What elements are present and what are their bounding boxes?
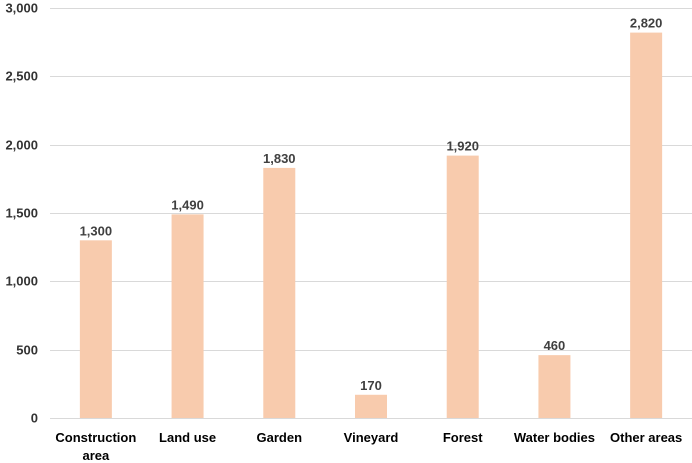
y-tick-label: 1,000 [5,274,38,289]
x-tick-label-line: Construction [55,430,136,445]
x-tick-label-line: Land use [159,430,216,445]
x-tick-label: Garden [257,430,303,445]
bar [538,355,571,418]
y-tick-label: 500 [16,343,38,358]
data-label: 1,490 [171,197,204,212]
x-axis-ticks: Construction area Land use Garden Vineyard Fo… [55,430,682,463]
bar [446,155,479,418]
bar [630,32,663,418]
x-tick-label: Land use [159,430,216,445]
data-label: 460 [544,338,566,353]
gridlines [50,8,692,419]
data-label: 1,830 [263,151,296,166]
x-tick-label-line: Garden [257,430,303,445]
x-tick-label: Forest [443,430,483,445]
x-tick-label-line: Vineyard [344,430,399,445]
bars [79,32,663,418]
x-tick-label: Water bodies [514,430,595,445]
y-tick-label: 1,500 [5,206,38,221]
y-tick-label: 3,000 [5,1,38,16]
data-label: 1,300 [80,223,113,238]
y-tick-label: 2,000 [5,138,38,153]
bar [79,240,112,418]
data-label: 2,820 [630,16,663,31]
data-label: 1,920 [446,139,479,154]
x-tick-label: Construction area [55,430,136,463]
bar [263,167,296,418]
y-tick-label: 0 [31,411,38,426]
x-tick-label-line: area [82,448,110,463]
bar [355,394,387,418]
x-tick-label-line: Water bodies [514,430,595,445]
y-axis-ticks: 0 500 1,000 1,500 2,000 2,500 3,000 [5,1,38,426]
bar [171,214,204,418]
data-label: 170 [360,378,382,393]
x-tick-label-line: Forest [443,430,483,445]
x-tick-label: Other areas [610,430,682,445]
x-tick-label-line: Other areas [610,430,682,445]
y-tick-label: 2,500 [5,69,38,84]
data-labels: 1,300 1,490 1,830 170 1,920 460 2,820 [80,16,663,393]
x-tick-label: Vineyard [344,430,399,445]
